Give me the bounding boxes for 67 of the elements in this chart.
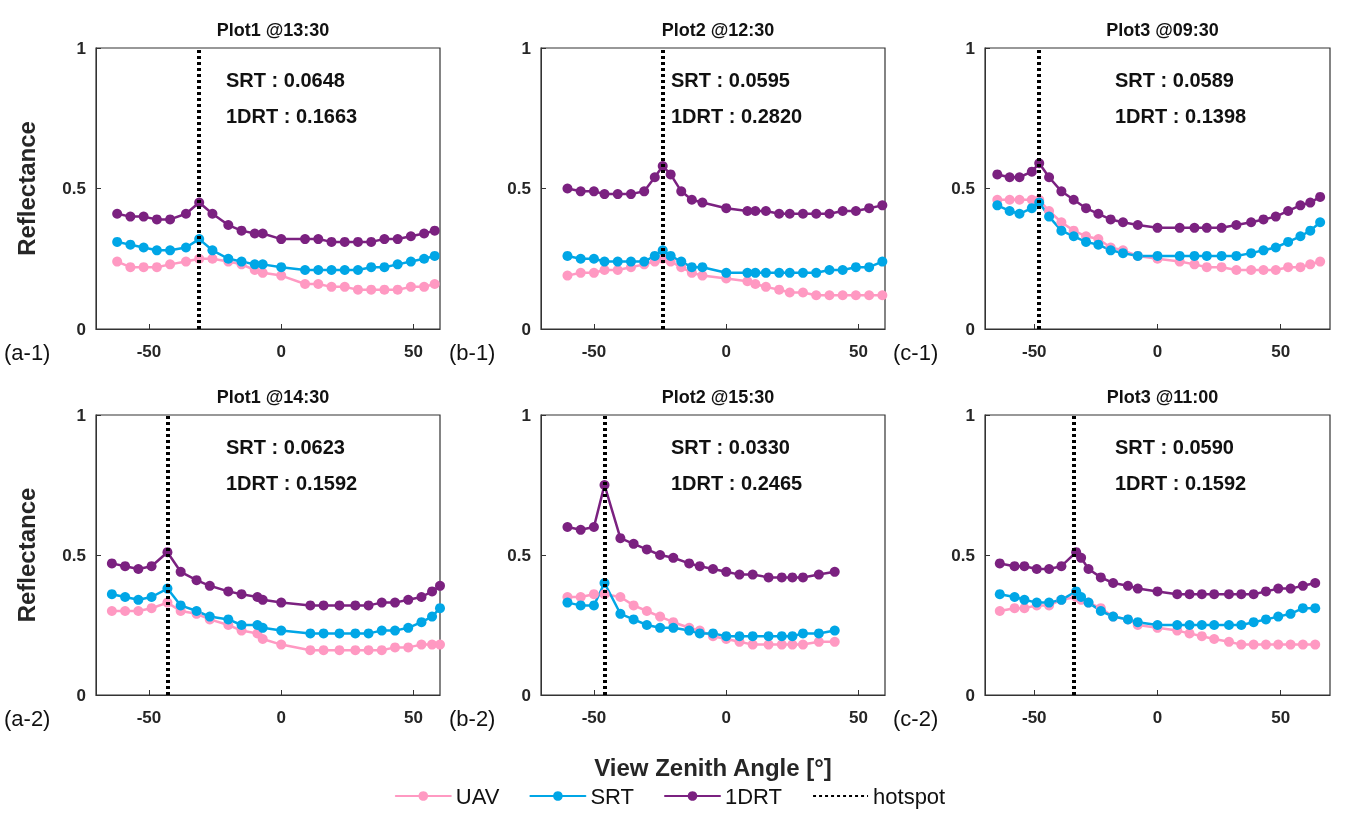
x-tick-label: -50 bbox=[136, 342, 162, 361]
chart-title: Plot2 @12:30 bbox=[661, 20, 775, 40]
x-tick-label: 50 bbox=[404, 708, 423, 727]
y-tick-label: 0.5 bbox=[507, 545, 531, 565]
annotation: 1DRT : 0.2465 bbox=[671, 472, 803, 494]
legend-label: 1DRT bbox=[724, 783, 783, 809]
annotation: 1DRT : 0.1663 bbox=[226, 105, 358, 127]
x-tick-label: 0 bbox=[1152, 342, 1163, 361]
y-tick-label: 0 bbox=[965, 319, 975, 339]
chart-title: Plot3 @09:30 bbox=[1106, 20, 1219, 40]
y-axis-title: Reflectance bbox=[12, 121, 40, 256]
text: (a-2) bbox=[4, 705, 51, 731]
annotation: 1DRT : 0.1398 bbox=[1115, 105, 1247, 127]
annotation: SRT : 0.0595 bbox=[671, 69, 790, 91]
y-tick-label: 0 bbox=[965, 685, 975, 705]
text: (c-1) bbox=[893, 339, 939, 365]
chart-title: Plot1 @13:30 bbox=[216, 20, 330, 40]
y-tick-label: 1 bbox=[965, 405, 975, 425]
annotation: 1DRT : 0.1592 bbox=[1115, 472, 1247, 494]
annotation: SRT : 0.0589 bbox=[1115, 69, 1234, 91]
legend-label: SRT bbox=[590, 783, 634, 809]
x-tick-label: -50 bbox=[136, 708, 162, 727]
x-tick-label: 50 bbox=[1271, 342, 1291, 361]
text: (a-1) bbox=[4, 339, 51, 365]
annotation: 1DRT : 0.1592 bbox=[226, 472, 358, 494]
y-tick-label: 1 bbox=[521, 405, 531, 425]
chart-title: Plot2 @15:30 bbox=[661, 387, 775, 407]
chart-title: Plot1 @14:30 bbox=[216, 387, 330, 407]
x-tick-label: 50 bbox=[849, 708, 868, 727]
y-tick-label: 0.5 bbox=[507, 179, 531, 198]
annotation: 1DRT : 0.2820 bbox=[671, 105, 803, 127]
y-tick-label: 0.5 bbox=[951, 545, 975, 565]
y-tick-label: 0 bbox=[76, 319, 86, 339]
x-tick-label: 0 bbox=[721, 708, 731, 727]
x-tick-label: -50 bbox=[581, 342, 607, 361]
y-axis-title: Reflectance bbox=[12, 487, 40, 623]
y-tick-label: 1 bbox=[521, 38, 531, 58]
x-tick-label: -50 bbox=[1022, 342, 1047, 361]
y-tick-label: 0.5 bbox=[951, 179, 975, 198]
x-tick-label: 0 bbox=[721, 342, 731, 361]
y-tick-label: 1 bbox=[76, 405, 86, 425]
annotation: SRT : 0.0623 bbox=[226, 436, 345, 458]
annotation: SRT : 0.0648 bbox=[226, 69, 345, 91]
y-tick-label: 0 bbox=[76, 685, 86, 705]
text: (b-2) bbox=[449, 705, 496, 731]
annotation: SRT : 0.0590 bbox=[1115, 436, 1234, 458]
y-tick-label: 1 bbox=[965, 38, 975, 58]
y-tick-label: 0 bbox=[521, 685, 531, 705]
legend-label: hotspot bbox=[873, 783, 946, 809]
x-tick-label: 0 bbox=[276, 708, 286, 727]
y-tick-label: 0.5 bbox=[62, 545, 86, 565]
y-tick-label: 1 bbox=[76, 38, 86, 58]
legend-label: UAV bbox=[455, 783, 500, 809]
y-tick-label: 0 bbox=[521, 319, 531, 339]
x-tick-label: 0 bbox=[1152, 708, 1163, 727]
x-tick-label: 50 bbox=[849, 342, 868, 361]
x-tick-label: -50 bbox=[1022, 708, 1047, 727]
y-tick-label: 0.5 bbox=[62, 179, 86, 198]
x-axis-title: View Zenith Angle [°] bbox=[594, 753, 832, 781]
annotation: SRT : 0.0330 bbox=[671, 436, 790, 458]
x-tick-label: 0 bbox=[276, 342, 286, 361]
text: (c-2) bbox=[893, 705, 939, 731]
x-tick-label: 50 bbox=[1271, 708, 1291, 727]
text: (b-1) bbox=[449, 339, 496, 365]
x-tick-label: 50 bbox=[404, 342, 423, 361]
x-tick-label: -50 bbox=[581, 708, 607, 727]
chart-title: Plot3 @11:00 bbox=[1106, 387, 1219, 407]
